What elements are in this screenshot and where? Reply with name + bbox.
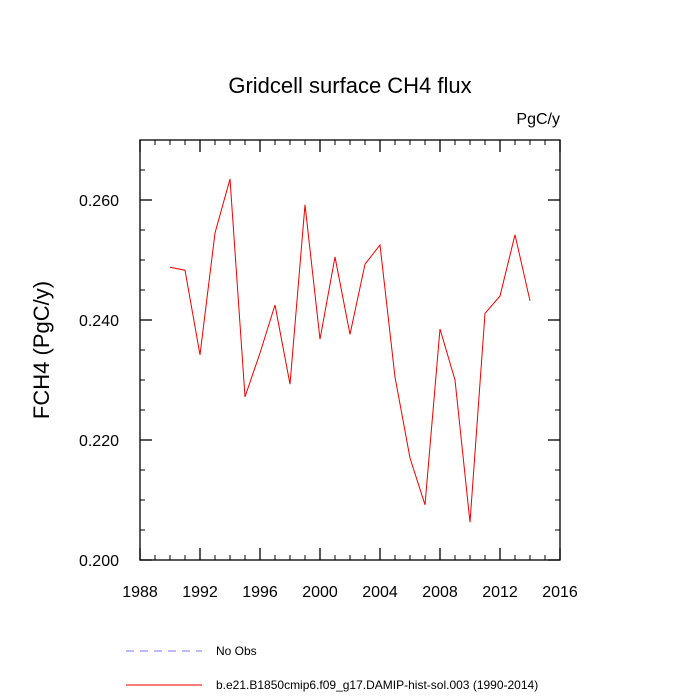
- x-tick-label: 1996: [242, 584, 278, 601]
- x-tick-label: 2008: [422, 584, 458, 601]
- plot-area: [169, 178, 531, 523]
- y-tick-label: 0.220: [79, 433, 119, 450]
- plot-frame: [139, 139, 561, 561]
- legend-label: No Obs: [216, 644, 257, 658]
- units-label: PgC/y: [516, 111, 560, 128]
- y-tick-label: 0.240: [79, 313, 119, 330]
- axes: 1988 1992 1996 2000 2004 2008 2012 2016 0.200 0.2…: [79, 139, 578, 601]
- series-line-1: [169, 178, 531, 523]
- y-tick-label: 0.260: [79, 193, 119, 210]
- x-tick-label: 2012: [482, 584, 518, 601]
- x-tick-label: 2004: [362, 584, 398, 601]
- chart-title: Gridcell surface CH4 flux: [228, 73, 471, 98]
- x-tick-label: 2000: [302, 584, 338, 601]
- x-tick-label: 1992: [182, 584, 218, 601]
- y-axis-label: FCH4 (PgC/y): [29, 281, 54, 419]
- legend: No Obs b.e21.B1850cmip6.f09_g17.DAMIP-his…: [126, 644, 538, 692]
- x-tick-label: 2016: [542, 584, 578, 601]
- legend-label: b.e21.B1850cmip6.f09_g17.DAMIP-hist-sol.…: [216, 678, 538, 692]
- x-tick-label: 1988: [122, 584, 158, 601]
- y-tick-label: 0.200: [79, 553, 119, 570]
